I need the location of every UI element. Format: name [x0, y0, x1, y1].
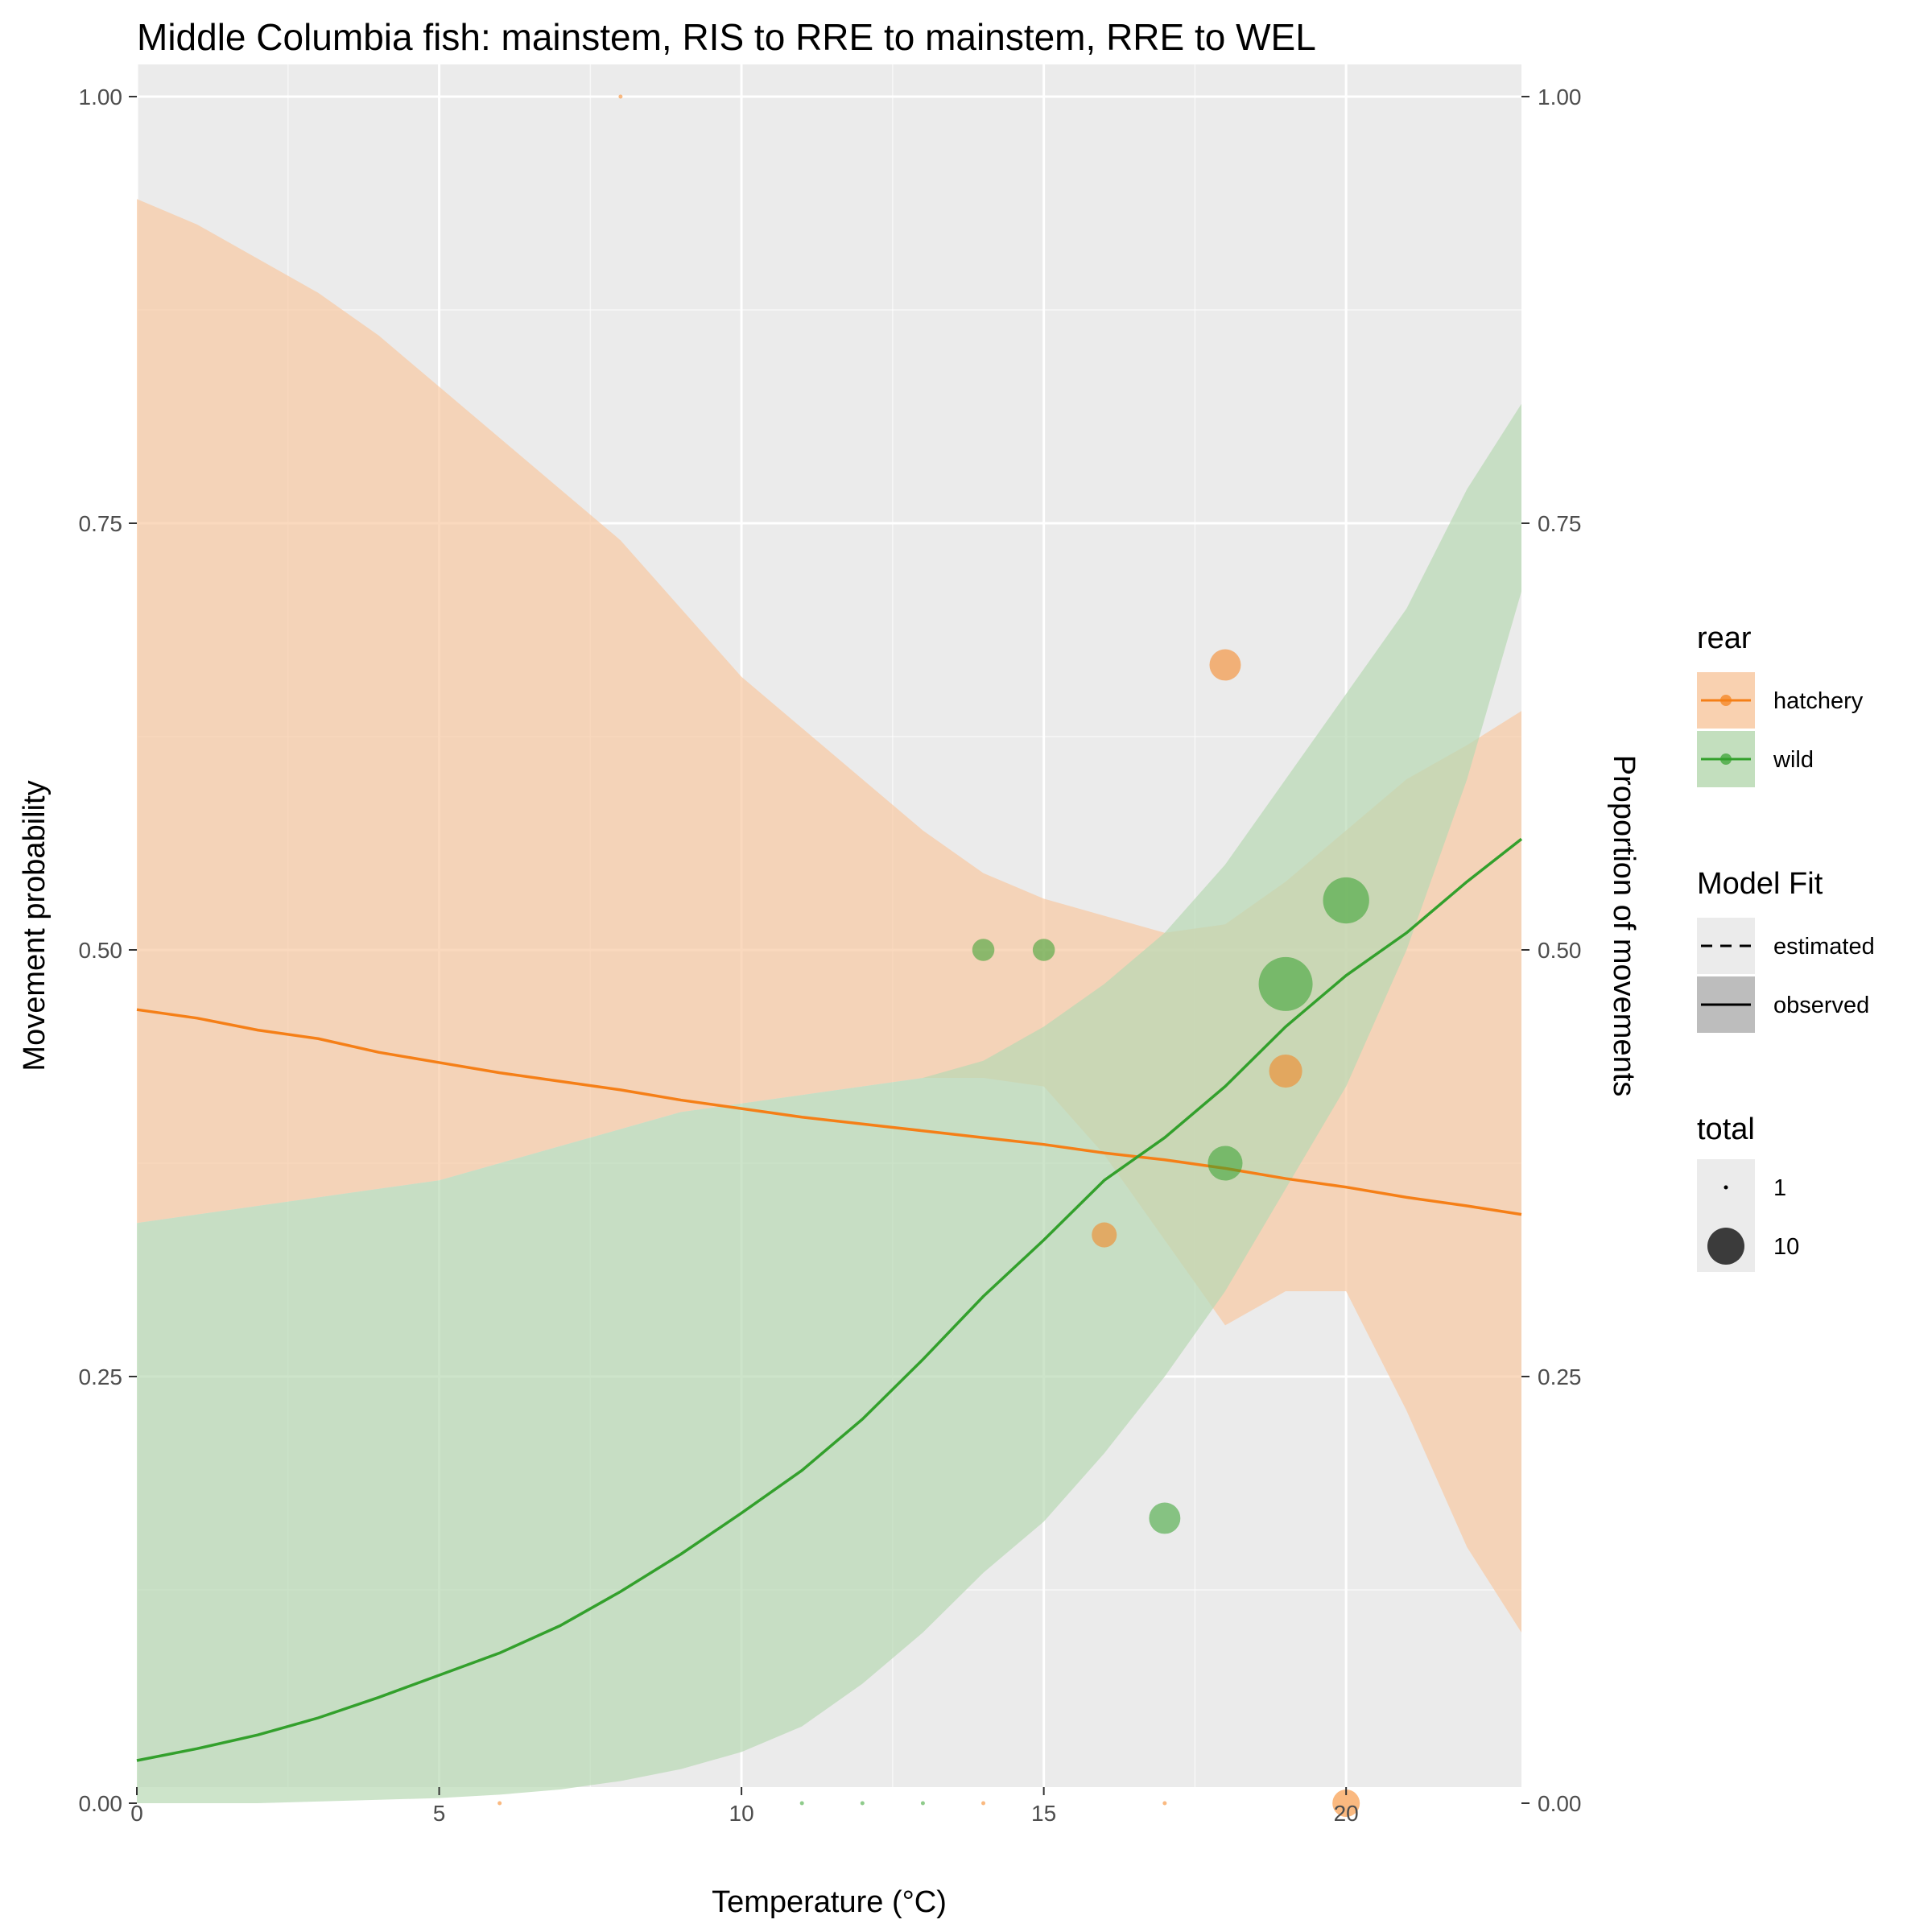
y-axis-title: Movement probability: [18, 780, 52, 1071]
point-wild: [1258, 956, 1313, 1011]
ribbon-wild: [137, 403, 1521, 1804]
line-wild: [136, 837, 1523, 1762]
legend-label-observed: observed: [1773, 993, 1869, 1018]
legend-point-hatchery: [1720, 695, 1732, 706]
legend-label-wild: wild: [1773, 747, 1814, 773]
legend-total-title: total: [1697, 1113, 1755, 1146]
legend-point-total-10: [1707, 1228, 1744, 1265]
x-axis-title: Temperature (°C): [712, 1885, 947, 1919]
x-tick-label: 15: [1031, 1801, 1056, 1826]
legend-point-wild: [1720, 753, 1732, 765]
x-tick-label: 0: [130, 1801, 143, 1826]
y2-tick-label: 1.00: [1538, 85, 1582, 109]
y2-tick-label: 0.00: [1538, 1791, 1582, 1816]
legend-label-estimated: estimated: [1773, 934, 1875, 960]
point-wild: [1208, 1146, 1243, 1181]
legend-rear: rear hatchery wild: [1697, 621, 1864, 787]
confidence-ribbons: [137, 199, 1521, 1804]
point-hatchery: [1332, 1790, 1360, 1817]
y-tick-label: 1.00: [79, 85, 123, 109]
legend-label-hatchery: hatchery: [1773, 688, 1864, 714]
y-tick-label: 0.50: [79, 938, 123, 963]
axes: 0 5 10 15 20 0.00 0.00 0.25 0.25 0.50 0.50 0.75 0.75…: [79, 85, 1582, 1826]
point-wild: [860, 1801, 865, 1806]
legend-model-fit-title: Model Fit: [1697, 867, 1823, 901]
point-wild: [972, 939, 995, 961]
point-wild: [799, 1801, 804, 1806]
point-hatchery: [618, 94, 623, 99]
ribbon-hatchery: [137, 199, 1521, 1633]
observed-points: [497, 94, 1369, 1817]
fit-lines: [136, 837, 1523, 1762]
x-tick-label: 5: [433, 1801, 446, 1826]
point-wild: [1032, 939, 1055, 961]
legend-model-fit: Model Fit estimated observed: [1697, 867, 1875, 1033]
point-wild: [1149, 1502, 1181, 1534]
point-wild: [920, 1801, 925, 1806]
y2-tick-label: 0.50: [1538, 938, 1582, 963]
y2-axis-title: Proportion of movements: [1607, 755, 1641, 1097]
y-tick-label: 0.00: [79, 1791, 123, 1816]
legend-label-total-1: 1: [1773, 1175, 1786, 1201]
point-hatchery: [1269, 1054, 1302, 1088]
point-hatchery: [1092, 1222, 1117, 1248]
point-hatchery: [1162, 1801, 1167, 1806]
chart-title: Middle Columbia fish: mainstem, RIS to R…: [137, 16, 1316, 58]
legend-label-total-10: 10: [1773, 1234, 1799, 1260]
y-tick-label: 0.75: [79, 511, 123, 536]
point-wild: [1323, 877, 1369, 924]
point-hatchery: [981, 1801, 986, 1806]
x-tick-label: 10: [729, 1801, 754, 1826]
point-hatchery: [1209, 649, 1241, 681]
y2-tick-label: 0.75: [1538, 511, 1582, 536]
legend-rear-title: rear: [1697, 621, 1752, 655]
y2-tick-label: 0.25: [1538, 1364, 1582, 1389]
legend-point-total-1: [1724, 1185, 1728, 1190]
x-tick-label: 20: [1334, 1801, 1359, 1826]
line-hatchery: [136, 1008, 1522, 1216]
legend-total: total 1 10: [1697, 1113, 1799, 1272]
point-hatchery: [497, 1801, 502, 1806]
y-tick-label: 0.25: [79, 1364, 123, 1389]
